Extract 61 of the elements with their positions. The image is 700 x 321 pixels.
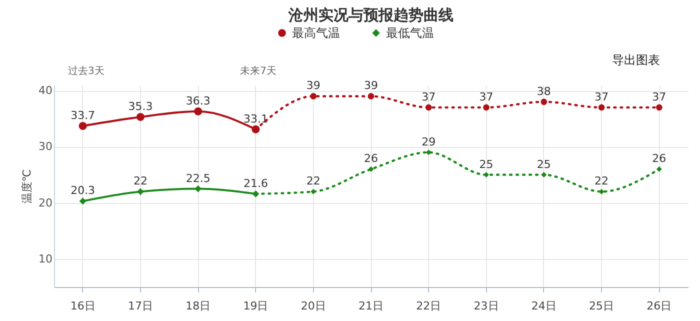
y-tick-label: 30 xyxy=(38,140,52,154)
point xyxy=(656,166,662,172)
legend-label: 最高气温 xyxy=(292,26,340,40)
x-tick-label: 16日 xyxy=(70,300,96,312)
point xyxy=(425,104,432,111)
data-label: 22.5 xyxy=(186,172,210,185)
y-tick-label: 40 xyxy=(38,84,52,98)
data-label: 37 xyxy=(422,90,436,104)
data-label: 26 xyxy=(364,152,378,166)
x-tick-label: 18日 xyxy=(186,300,211,312)
data-label: 22 xyxy=(133,174,148,188)
point xyxy=(136,112,144,121)
point xyxy=(598,104,605,111)
data-label: 38 xyxy=(536,84,551,98)
data-label: 26 xyxy=(652,152,666,166)
text: 过去3天 xyxy=(68,65,104,77)
data-label: 35.3 xyxy=(128,100,153,113)
point xyxy=(368,93,374,100)
x-tick-label: 17日 xyxy=(128,300,153,312)
point xyxy=(78,122,87,130)
x-tick-label: 25日 xyxy=(589,300,614,312)
data-label: 37 xyxy=(652,90,666,104)
x-tick-label: 26日 xyxy=(646,300,672,312)
point xyxy=(136,188,144,196)
point xyxy=(368,166,374,172)
data-label: 20.3 xyxy=(70,184,96,198)
data-label: 22 xyxy=(306,174,320,188)
point xyxy=(656,104,662,111)
point xyxy=(194,185,202,192)
legend-label: 最低气温 xyxy=(386,26,434,40)
y-tick-label: 10 xyxy=(38,252,52,266)
x-tick-label: 20日 xyxy=(300,300,326,312)
data-label: 25 xyxy=(536,158,551,171)
point xyxy=(194,107,202,116)
y-axis-title: 温度℃ xyxy=(20,169,34,204)
data-label: 39 xyxy=(364,79,378,92)
data-label: 29 xyxy=(422,135,436,148)
x-tick-label: 24日 xyxy=(531,300,556,312)
data-label: 33.1 xyxy=(243,112,268,126)
data-label: 37 xyxy=(479,90,494,104)
data-label: 22 xyxy=(594,174,609,188)
text: 导出图表 xyxy=(612,52,660,69)
point xyxy=(310,93,317,100)
text: 未来7天 xyxy=(240,65,277,77)
data-label: 36.3 xyxy=(186,94,210,108)
x-tick-label: 19日 xyxy=(243,300,268,312)
data-label: 39 xyxy=(306,79,320,92)
data-label: 33.7 xyxy=(70,108,96,122)
data-label: 21.6 xyxy=(243,176,268,190)
data-label: 25 xyxy=(479,158,494,171)
point xyxy=(483,104,490,111)
y-tick-label: 20 xyxy=(38,196,52,210)
x-tick-label: 21日 xyxy=(358,300,384,312)
x-tick-label: 22日 xyxy=(416,300,442,312)
point xyxy=(484,172,490,178)
point xyxy=(540,98,548,105)
data-label: 37 xyxy=(594,90,609,104)
x-tick-label: 23日 xyxy=(474,300,499,312)
point xyxy=(79,198,86,205)
chart-title: 沧州实况与预报趋势曲线 xyxy=(288,6,454,24)
point xyxy=(541,172,547,178)
